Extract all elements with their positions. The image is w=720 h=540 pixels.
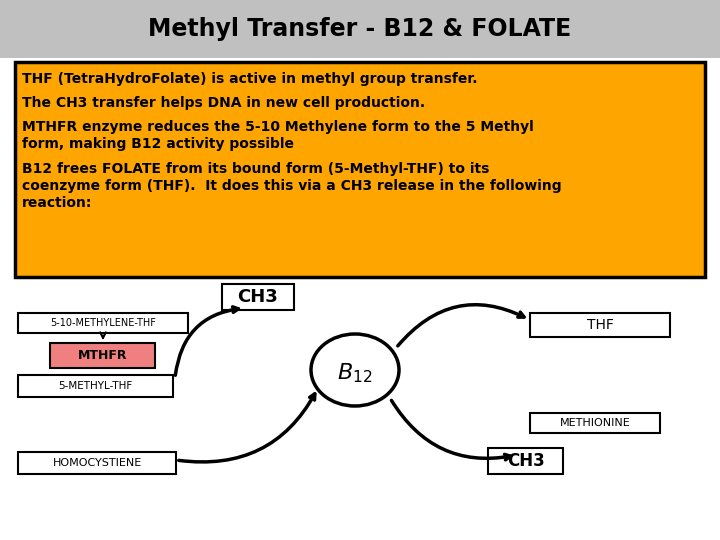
FancyBboxPatch shape [222, 284, 294, 310]
Text: coenzyme form (THF).  It does this via a CH3 release in the following: coenzyme form (THF). It does this via a … [22, 179, 562, 193]
Text: reaction:: reaction: [22, 196, 92, 210]
Text: HOMOCYSTIENE: HOMOCYSTIENE [53, 458, 142, 468]
Text: THF: THF [587, 318, 613, 332]
FancyBboxPatch shape [18, 375, 173, 397]
Text: METHIONINE: METHIONINE [559, 418, 631, 428]
FancyBboxPatch shape [530, 313, 670, 337]
Text: MTHFR enzyme reduces the 5-10 Methylene form to the 5 Methyl: MTHFR enzyme reduces the 5-10 Methylene … [22, 120, 534, 134]
Text: 5-METHYL-THF: 5-METHYL-THF [58, 381, 132, 391]
FancyBboxPatch shape [18, 452, 176, 474]
Text: MTHFR: MTHFR [78, 349, 127, 362]
Text: Methyl Transfer - B12 & FOLATE: Methyl Transfer - B12 & FOLATE [148, 17, 572, 41]
Text: form, making B12 activity possible: form, making B12 activity possible [22, 137, 294, 151]
FancyBboxPatch shape [488, 448, 563, 474]
Text: 5-10-METHYLENE-THF: 5-10-METHYLENE-THF [50, 318, 156, 328]
Text: The CH3 transfer helps DNA in new cell production.: The CH3 transfer helps DNA in new cell p… [22, 96, 425, 110]
Text: $\mathit{B}_{12}$: $\mathit{B}_{12}$ [337, 361, 373, 385]
Ellipse shape [311, 334, 399, 406]
Text: THF (TetraHydroFolate) is active in methyl group transfer.: THF (TetraHydroFolate) is active in meth… [22, 72, 477, 86]
Text: CH3: CH3 [238, 288, 279, 306]
FancyBboxPatch shape [18, 313, 188, 333]
Text: B12 frees FOLATE from its bound form (5-Methyl-THF) to its: B12 frees FOLATE from its bound form (5-… [22, 162, 490, 176]
FancyBboxPatch shape [15, 62, 705, 277]
FancyBboxPatch shape [50, 343, 155, 368]
FancyBboxPatch shape [0, 0, 720, 58]
Text: CH3: CH3 [507, 452, 544, 470]
FancyBboxPatch shape [530, 413, 660, 433]
